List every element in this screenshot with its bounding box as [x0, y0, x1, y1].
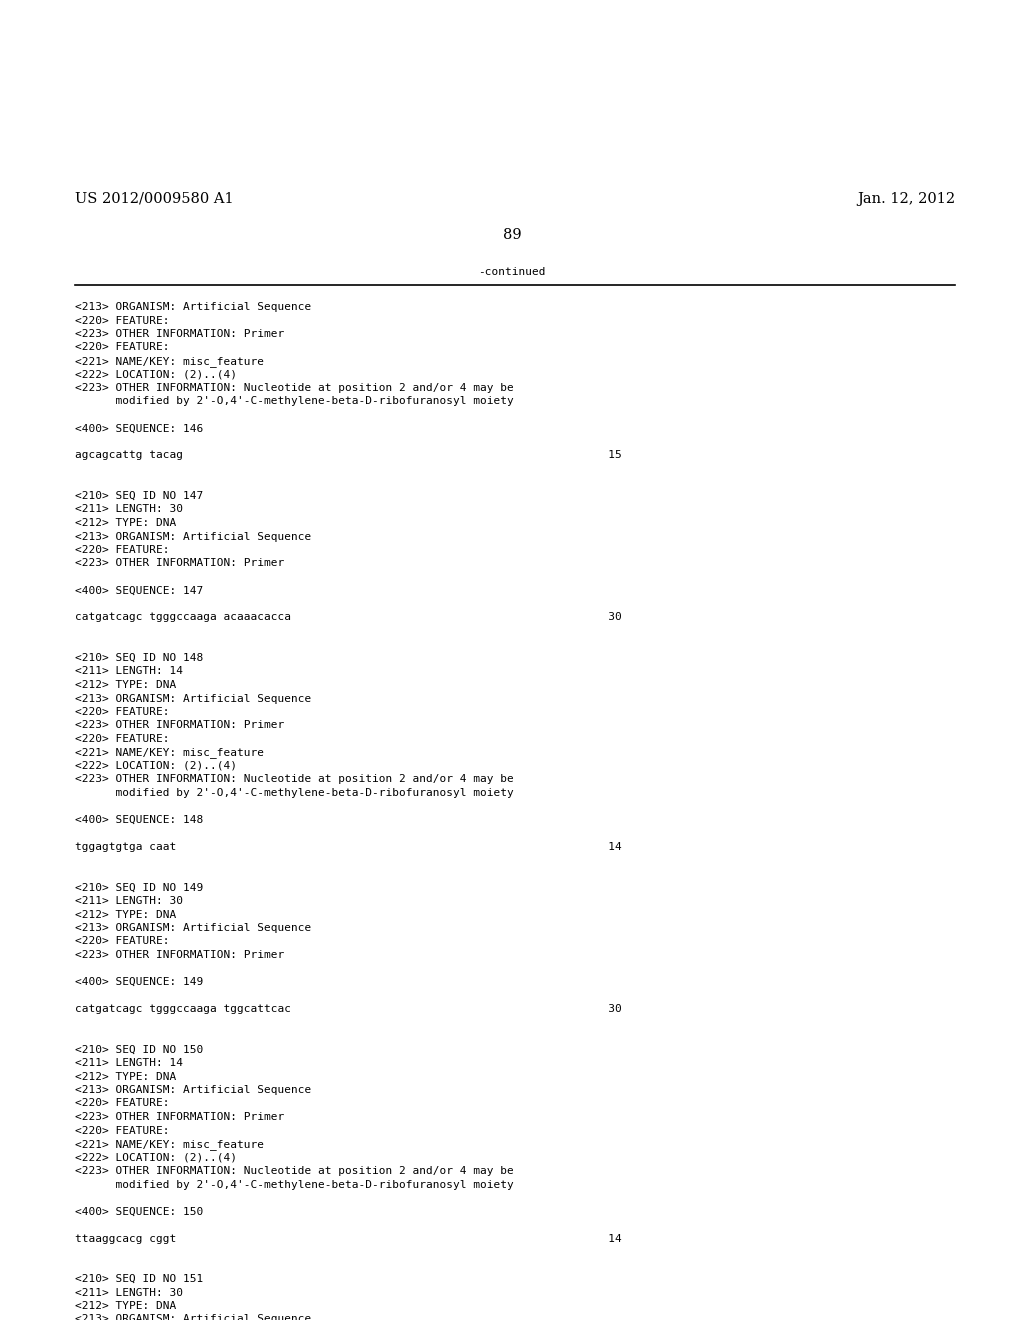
Text: <212> TYPE: DNA: <212> TYPE: DNA	[75, 517, 176, 528]
Text: modified by 2'-O,4'-C-methylene-beta-D-ribofuranosyl moiety: modified by 2'-O,4'-C-methylene-beta-D-r…	[75, 788, 514, 799]
Text: -continued: -continued	[478, 267, 546, 277]
Text: 89: 89	[503, 228, 521, 242]
Text: <221> NAME/KEY: misc_feature: <221> NAME/KEY: misc_feature	[75, 747, 264, 759]
Text: <213> ORGANISM: Artificial Sequence: <213> ORGANISM: Artificial Sequence	[75, 302, 311, 312]
Text: <223> OTHER INFORMATION: Primer: <223> OTHER INFORMATION: Primer	[75, 950, 285, 960]
Text: <213> ORGANISM: Artificial Sequence: <213> ORGANISM: Artificial Sequence	[75, 1085, 311, 1096]
Text: <210> SEQ ID NO 148: <210> SEQ ID NO 148	[75, 653, 203, 663]
Text: ttaaggcacg cggt                                                                1: ttaaggcacg cggt 1	[75, 1233, 622, 1243]
Text: <223> OTHER INFORMATION: Primer: <223> OTHER INFORMATION: Primer	[75, 329, 285, 339]
Text: <213> ORGANISM: Artificial Sequence: <213> ORGANISM: Artificial Sequence	[75, 923, 311, 933]
Text: tggagtgtga caat                                                                1: tggagtgtga caat 1	[75, 842, 622, 851]
Text: modified by 2'-O,4'-C-methylene-beta-D-ribofuranosyl moiety: modified by 2'-O,4'-C-methylene-beta-D-r…	[75, 396, 514, 407]
Text: <223> OTHER INFORMATION: Primer: <223> OTHER INFORMATION: Primer	[75, 558, 285, 569]
Text: agcagcattg tacag                                                               1: agcagcattg tacag 1	[75, 450, 622, 461]
Text: <213> ORGANISM: Artificial Sequence: <213> ORGANISM: Artificial Sequence	[75, 693, 311, 704]
Text: catgatcagc tgggccaaga tggcattcac                                               3: catgatcagc tgggccaaga tggcattcac 3	[75, 1005, 622, 1014]
Text: <220> FEATURE:: <220> FEATURE:	[75, 315, 170, 326]
Text: <220> FEATURE:: <220> FEATURE:	[75, 708, 170, 717]
Text: <400> SEQUENCE: 150: <400> SEQUENCE: 150	[75, 1206, 203, 1217]
Text: catgatcagc tgggccaaga acaaacacca                                               3: catgatcagc tgggccaaga acaaacacca 3	[75, 612, 622, 623]
Text: <223> OTHER INFORMATION: Nucleotide at position 2 and/or 4 may be: <223> OTHER INFORMATION: Nucleotide at p…	[75, 1166, 514, 1176]
Text: <220> FEATURE:: <220> FEATURE:	[75, 545, 170, 554]
Text: <222> LOCATION: (2)..(4): <222> LOCATION: (2)..(4)	[75, 370, 237, 380]
Text: <400> SEQUENCE: 146: <400> SEQUENCE: 146	[75, 424, 203, 433]
Text: <210> SEQ ID NO 151: <210> SEQ ID NO 151	[75, 1274, 203, 1284]
Text: <212> TYPE: DNA: <212> TYPE: DNA	[75, 1072, 176, 1081]
Text: <220> FEATURE:: <220> FEATURE:	[75, 1126, 170, 1135]
Text: US 2012/0009580 A1: US 2012/0009580 A1	[75, 191, 233, 206]
Text: <211> LENGTH: 30: <211> LENGTH: 30	[75, 896, 183, 906]
Text: <220> FEATURE:: <220> FEATURE:	[75, 1098, 170, 1109]
Text: <210> SEQ ID NO 147: <210> SEQ ID NO 147	[75, 491, 203, 502]
Text: <220> FEATURE:: <220> FEATURE:	[75, 342, 170, 352]
Text: <400> SEQUENCE: 149: <400> SEQUENCE: 149	[75, 977, 203, 987]
Text: <211> LENGTH: 14: <211> LENGTH: 14	[75, 667, 183, 676]
Text: <223> OTHER INFORMATION: Nucleotide at position 2 and/or 4 may be: <223> OTHER INFORMATION: Nucleotide at p…	[75, 383, 514, 393]
Text: Jan. 12, 2012: Jan. 12, 2012	[857, 191, 955, 206]
Text: <221> NAME/KEY: misc_feature: <221> NAME/KEY: misc_feature	[75, 356, 264, 367]
Text: <223> OTHER INFORMATION: Nucleotide at position 2 and/or 4 may be: <223> OTHER INFORMATION: Nucleotide at p…	[75, 775, 514, 784]
Text: <220> FEATURE:: <220> FEATURE:	[75, 734, 170, 744]
Text: <210> SEQ ID NO 149: <210> SEQ ID NO 149	[75, 883, 203, 892]
Text: <400> SEQUENCE: 148: <400> SEQUENCE: 148	[75, 814, 203, 825]
Text: <220> FEATURE:: <220> FEATURE:	[75, 936, 170, 946]
Text: <211> LENGTH: 30: <211> LENGTH: 30	[75, 504, 183, 515]
Text: <222> LOCATION: (2)..(4): <222> LOCATION: (2)..(4)	[75, 762, 237, 771]
Text: <221> NAME/KEY: misc_feature: <221> NAME/KEY: misc_feature	[75, 1139, 264, 1150]
Text: <212> TYPE: DNA: <212> TYPE: DNA	[75, 680, 176, 690]
Text: modified by 2'-O,4'-C-methylene-beta-D-ribofuranosyl moiety: modified by 2'-O,4'-C-methylene-beta-D-r…	[75, 1180, 514, 1189]
Text: <222> LOCATION: (2)..(4): <222> LOCATION: (2)..(4)	[75, 1152, 237, 1163]
Text: <223> OTHER INFORMATION: Primer: <223> OTHER INFORMATION: Primer	[75, 721, 285, 730]
Text: <210> SEQ ID NO 150: <210> SEQ ID NO 150	[75, 1044, 203, 1055]
Text: <400> SEQUENCE: 147: <400> SEQUENCE: 147	[75, 586, 203, 595]
Text: <211> LENGTH: 30: <211> LENGTH: 30	[75, 1287, 183, 1298]
Text: <212> TYPE: DNA: <212> TYPE: DNA	[75, 909, 176, 920]
Text: <212> TYPE: DNA: <212> TYPE: DNA	[75, 1302, 176, 1311]
Text: <211> LENGTH: 14: <211> LENGTH: 14	[75, 1059, 183, 1068]
Text: <213> ORGANISM: Artificial Sequence: <213> ORGANISM: Artificial Sequence	[75, 532, 311, 541]
Text: <223> OTHER INFORMATION: Primer: <223> OTHER INFORMATION: Primer	[75, 1111, 285, 1122]
Text: <213> ORGANISM: Artificial Sequence: <213> ORGANISM: Artificial Sequence	[75, 1315, 311, 1320]
